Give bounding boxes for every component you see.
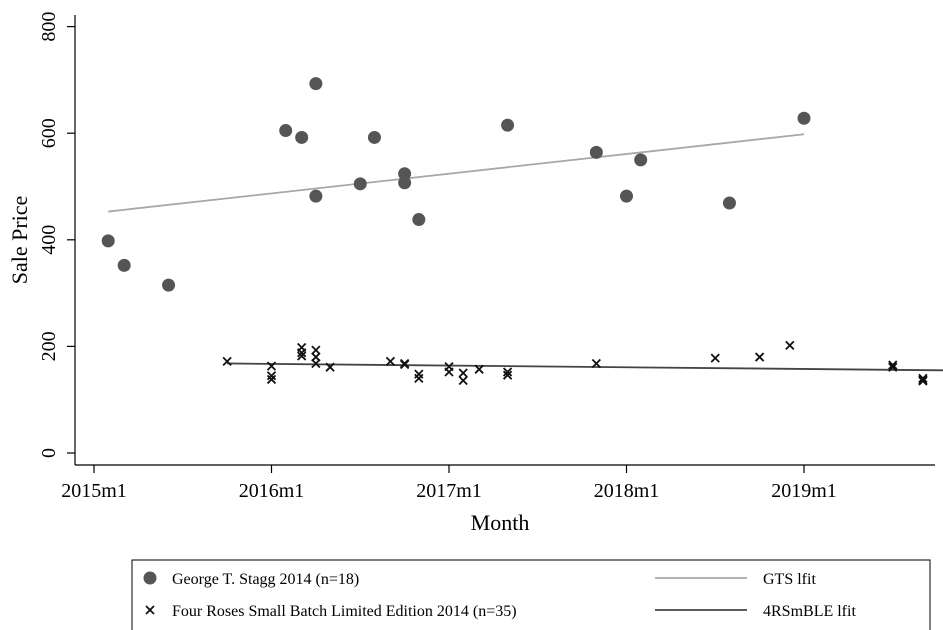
y-tick-label: 400	[38, 225, 60, 255]
gts-point	[590, 146, 603, 159]
legend-gts: George T. Stagg 2014 (n=18)	[144, 571, 360, 588]
gts-point	[398, 176, 411, 189]
legend-fourroses: Four Roses Small Batch Limited Edition 2…	[146, 603, 517, 620]
gts-point	[723, 197, 736, 210]
gts-point	[798, 112, 811, 125]
gts-point	[634, 153, 647, 166]
gts-point	[118, 259, 131, 272]
gts-point	[162, 279, 175, 292]
fourroses-fit-line	[227, 363, 943, 370]
legend-circle-key	[144, 572, 157, 585]
legend-label: Four Roses Small Batch Limited Edition 2…	[172, 603, 517, 620]
fit-lines	[108, 134, 943, 370]
x-axis-ticks: 2015m1 2016m1 2017m1 2018m1 2019m1	[61, 465, 837, 502]
gts-fit-line	[108, 134, 804, 211]
y-tick-label: 600	[38, 118, 60, 148]
gts-point	[309, 77, 322, 90]
y-tick-label: 200	[38, 331, 60, 361]
x-tick-label: 2016m1	[239, 480, 305, 502]
fourroses-point	[459, 369, 467, 377]
gts-point	[295, 131, 308, 144]
legend-label: GTS lfit	[763, 571, 816, 588]
x-axis-title: Month	[471, 510, 530, 535]
gts-point	[279, 124, 292, 137]
gts-point	[412, 213, 425, 226]
legend-label: George T. Stagg 2014 (n=18)	[172, 571, 359, 588]
gts-point	[102, 234, 115, 247]
fourroses-point	[312, 346, 320, 354]
gts-point	[501, 119, 514, 132]
fourroses-point	[415, 374, 423, 382]
gts-point	[620, 190, 633, 203]
fourroses-point	[711, 354, 719, 362]
gts-point	[368, 131, 381, 144]
gts-point	[354, 177, 367, 190]
legend: George T. Stagg 2014 (n=18) Four Roses Sm…	[132, 560, 930, 630]
data-markers	[102, 77, 943, 385]
y-tick-label: 0	[38, 448, 60, 458]
legend-label: 4RSmBLE lfit	[763, 603, 856, 620]
y-axis-title: Sale Price	[7, 196, 32, 285]
gts-point	[309, 190, 322, 203]
x-tick-label: 2015m1	[61, 480, 127, 502]
x-tick-label: 2018m1	[594, 480, 660, 502]
fourroses-point	[445, 368, 453, 376]
fourroses-point	[459, 377, 467, 385]
x-tick-label: 2019m1	[771, 480, 837, 502]
fourroses-point	[786, 341, 794, 349]
x-tick-label: 2017m1	[416, 480, 482, 502]
y-axis-ticks: 0 200 400 600 800	[38, 12, 75, 458]
y-tick-label: 800	[38, 12, 60, 42]
fourroses-point	[756, 353, 764, 361]
fourroses-point	[415, 370, 423, 378]
